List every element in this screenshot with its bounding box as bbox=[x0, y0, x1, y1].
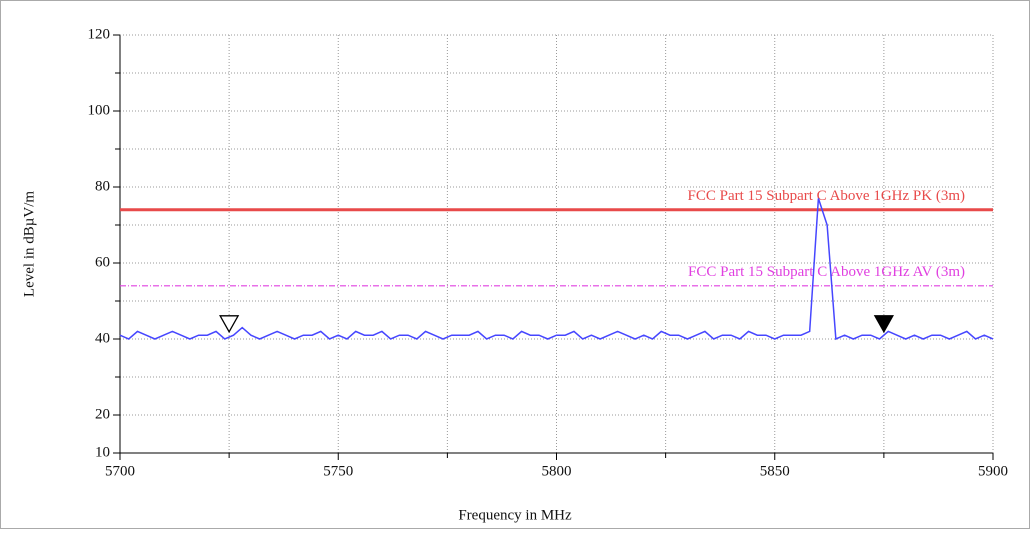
y-tick-label: 40 bbox=[95, 330, 110, 346]
x-tick-label: 5700 bbox=[105, 463, 135, 479]
y-tick-label: 60 bbox=[95, 254, 110, 270]
y-tick-label: 120 bbox=[88, 26, 111, 42]
x-axis-label: Frequency in MHz bbox=[458, 507, 572, 523]
y-tick-label: 20 bbox=[95, 406, 110, 422]
marker bbox=[873, 315, 894, 334]
x-tick-label: 5850 bbox=[760, 463, 790, 479]
y-tick-label: 80 bbox=[95, 178, 110, 194]
y-tick-label: 10 bbox=[95, 444, 110, 460]
limit-label: FCC Part 15 Subpart C Above 1GHz AV (3m) bbox=[688, 264, 965, 280]
limit-label: FCC Part 15 Subpart C Above 1GHz PK (3m) bbox=[688, 188, 966, 204]
marker bbox=[219, 315, 240, 334]
y-axis-label: Level in dBµV/m bbox=[21, 191, 37, 297]
y-tick-label: 100 bbox=[88, 102, 111, 118]
x-tick-label: 5900 bbox=[978, 463, 1008, 479]
x-tick-label: 5800 bbox=[542, 463, 572, 479]
trace bbox=[119, 198, 994, 341]
x-tick-label: 5750 bbox=[323, 463, 353, 479]
